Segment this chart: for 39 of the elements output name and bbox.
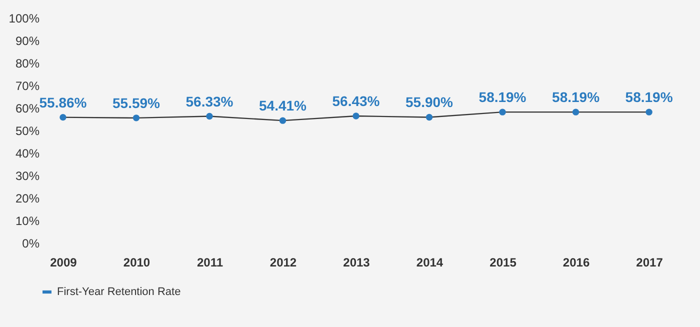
point — [352, 112, 360, 120]
x-tick-label: 2016 — [562, 256, 590, 270]
text: 58.19% — [625, 89, 673, 106]
y-tick-label: 50% — [15, 124, 40, 138]
point — [499, 108, 506, 116]
text: 55.59% — [112, 94, 160, 111]
y-tick-label: 90% — [15, 34, 40, 48]
text: 58.19% — [478, 89, 526, 106]
point — [132, 114, 140, 122]
x-tick-label: 2017 — [636, 256, 664, 270]
x-tick-label: 2009 — [50, 256, 78, 270]
x-tick-label: 2011 — [196, 256, 224, 270]
y-tick-label: 30% — [15, 169, 40, 183]
legend-label: First-Year Retention Rate — [57, 286, 181, 298]
point — [206, 112, 213, 120]
x-tick-label: 2013 — [343, 256, 370, 270]
text: 55.86% — [39, 94, 87, 110]
x-tick-label: 2015 — [490, 256, 517, 270]
point — [646, 108, 652, 116]
x-tick-label: 2012 — [270, 256, 297, 270]
y-tick-label: 40% — [15, 146, 40, 160]
y-tick-label: 0% — [22, 236, 40, 250]
text: 58.19% — [552, 89, 600, 106]
text: 56.43% — [332, 93, 380, 110]
y-tick-label: 20% — [15, 192, 40, 206]
y-tick-label: 70% — [15, 79, 40, 93]
y-tick-label: 10% — [15, 214, 40, 228]
text: 56.33% — [186, 93, 234, 110]
point — [426, 114, 433, 121]
text: 54.41% — [259, 98, 306, 114]
x-tick-label: 2014 — [416, 256, 444, 270]
text: 55.90% — [406, 94, 453, 110]
point — [572, 108, 580, 116]
x-tick-label: 2010 — [123, 256, 150, 270]
y-tick-label: 60% — [15, 102, 40, 116]
point — [279, 117, 286, 124]
y-tick-label: 80% — [15, 56, 40, 70]
y-tick-label: 100% — [8, 12, 40, 26]
point — [60, 114, 66, 121]
